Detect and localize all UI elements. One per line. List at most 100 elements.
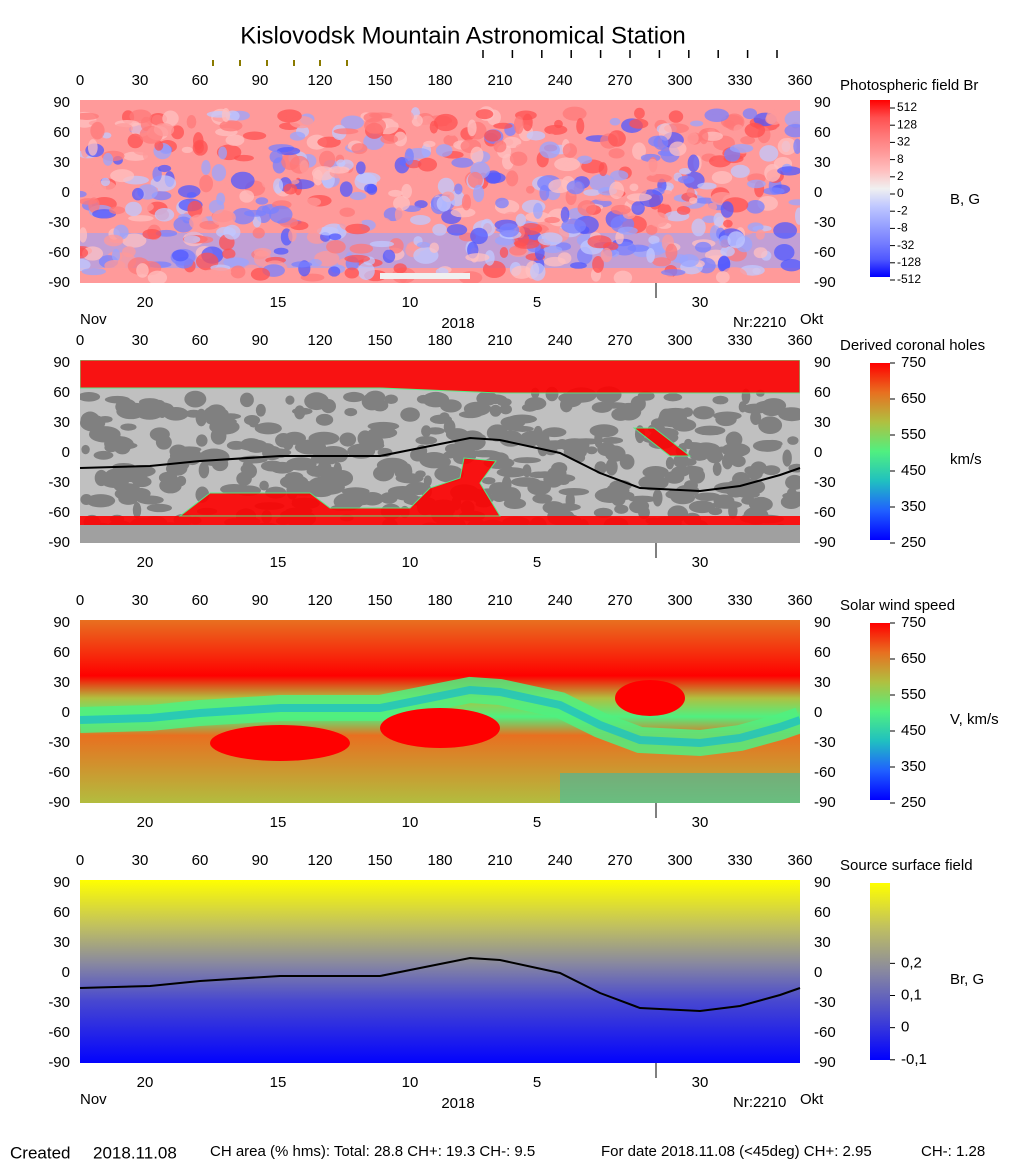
field-cell [109, 206, 126, 215]
field-cell [240, 442, 266, 451]
field-cell [526, 130, 546, 141]
field-cell [481, 477, 496, 485]
field-cell [172, 249, 189, 262]
field-cell [120, 402, 146, 410]
field-cell [281, 152, 300, 171]
field-cell [132, 187, 144, 201]
field-cell [554, 119, 563, 129]
field-cell [291, 407, 313, 415]
field-cell [780, 258, 800, 272]
field-cell [255, 197, 269, 205]
field [80, 620, 800, 803]
field-cell [422, 391, 450, 408]
colorbar-tick-label: 0 [901, 1019, 909, 1036]
y2-tick-label: 90 [814, 94, 831, 111]
field-cell [712, 461, 722, 476]
field-cell [277, 109, 302, 123]
field-cell [308, 431, 340, 445]
x-tick-label: 180 [427, 72, 452, 89]
colorbar-tick-label: 32 [897, 135, 911, 149]
field-cell [122, 233, 147, 248]
x-tick-label: 150 [367, 852, 392, 869]
y2-tick-label: 30 [814, 414, 831, 431]
field-cell [181, 146, 193, 154]
x-tick-label: 270 [607, 852, 632, 869]
field-bg [80, 880, 800, 1063]
field-cell [744, 466, 757, 475]
y-tick-label: -30 [48, 994, 70, 1011]
colorbar-tick-label: 8 [897, 152, 904, 166]
field-cell [614, 504, 629, 514]
field-cell [376, 457, 409, 473]
field-cell [513, 116, 524, 134]
field-cell [104, 468, 133, 482]
field-cell [155, 434, 172, 450]
y2-tick-label: -60 [814, 244, 836, 261]
field-cell [646, 173, 672, 183]
field-cell [210, 427, 227, 445]
field-cell [562, 106, 587, 121]
y-tick-label: -30 [48, 214, 70, 231]
field-cell [136, 263, 149, 278]
y2-tick-label: 90 [814, 874, 831, 891]
field-cell [544, 216, 560, 224]
field-cell [124, 465, 156, 478]
y-tick-label: 60 [53, 124, 70, 141]
x-tick-label: 240 [547, 852, 572, 869]
field-cell [445, 428, 469, 441]
field-cell [409, 214, 431, 225]
field-cell [605, 458, 618, 476]
field-cell [593, 507, 613, 518]
field-cell [551, 462, 568, 475]
field-cell [561, 218, 587, 234]
field-cell [713, 411, 742, 421]
y-tick-label: -30 [48, 474, 70, 491]
y-tick-label: -60 [48, 1024, 70, 1041]
colorbar-tick-label: 450 [901, 722, 926, 739]
field-cell [343, 391, 365, 403]
field-cell [615, 230, 624, 245]
y2-tick-label: 60 [814, 124, 831, 141]
field-cell [674, 220, 698, 232]
field-cell [788, 199, 800, 206]
field-cell [587, 235, 612, 249]
y2-tick-label: 60 [814, 644, 831, 661]
x-tick-label: 210 [487, 332, 512, 349]
colorbar-tick-label: -8 [897, 221, 908, 235]
date-tick-label: 15 [270, 294, 287, 311]
y-tick-label: -30 [48, 734, 70, 751]
field-cell [499, 246, 509, 258]
y2-tick-label: -30 [814, 474, 836, 491]
date-tick-label: 20 [137, 1074, 154, 1091]
field-cell [598, 162, 608, 177]
field-cell [222, 248, 236, 259]
date-tick-label: 30 [692, 294, 709, 311]
field-cell [275, 432, 292, 448]
field-cell [750, 410, 762, 426]
field-cell [694, 425, 726, 436]
field-cell [103, 234, 124, 247]
rotation-label: Nr:2210 [733, 314, 786, 331]
field-cell [539, 184, 550, 201]
y-tick-label: 90 [53, 354, 70, 371]
field-cell [664, 470, 685, 484]
figure-title: Kislovodsk Mountain Astronomical Station [240, 22, 686, 49]
field-cell [201, 160, 211, 175]
field-cell [712, 395, 729, 405]
x-tick-label: 60 [192, 852, 209, 869]
date-tick-label: 15 [270, 814, 287, 831]
neutral-line [79, 956, 801, 1013]
field-cell [645, 224, 658, 236]
field-cell [287, 480, 320, 496]
x-tick-label: 60 [192, 72, 209, 89]
field-cell [437, 177, 455, 195]
field-cell [137, 495, 164, 505]
field-cell [289, 131, 306, 141]
field-cell [744, 122, 766, 138]
field-cell [328, 266, 341, 277]
x-tick-label: 30 [132, 592, 149, 609]
field-cell [509, 151, 528, 166]
x-tick-label: 300 [667, 72, 692, 89]
